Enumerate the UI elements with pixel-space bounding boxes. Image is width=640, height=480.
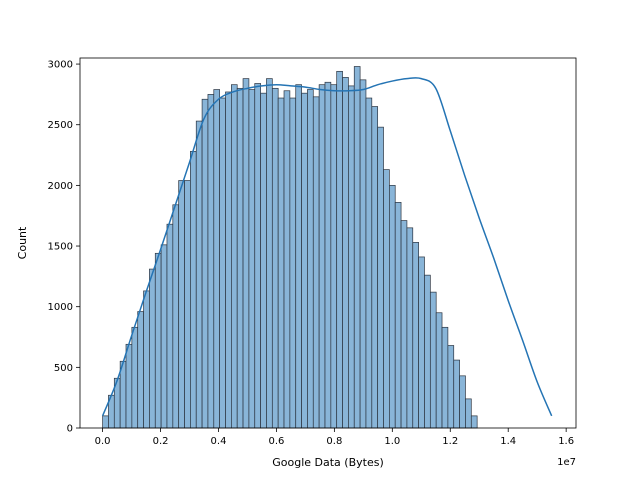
histogram-bar — [184, 180, 191, 429]
histogram-bar — [400, 220, 408, 429]
histogram-bar — [459, 375, 466, 429]
histogram-bar — [342, 77, 349, 429]
histogram-bar — [470, 415, 478, 429]
histogram-bar — [277, 97, 285, 429]
x-tick-label: 0.6 — [268, 436, 284, 447]
y-tick-label: 500 — [54, 363, 73, 374]
histogram-bar — [266, 78, 273, 429]
histogram-bar — [435, 312, 443, 429]
histogram-bar — [213, 89, 220, 429]
y-tick-label: 2000 — [48, 181, 73, 192]
histogram-bar — [418, 256, 425, 429]
histogram-bar — [248, 89, 256, 429]
histogram-bar — [283, 90, 291, 429]
histogram-bar — [289, 97, 297, 429]
histogram-bar — [131, 326, 139, 429]
x-tick-label: 1.6 — [558, 436, 574, 447]
histogram-bar — [201, 98, 209, 429]
x-axis-offset-label: 1e7 — [557, 457, 576, 468]
y-tick-label: 3000 — [48, 60, 73, 71]
histogram-bar — [353, 66, 361, 429]
histogram-bar — [406, 227, 414, 429]
histogram-bar — [312, 96, 320, 429]
histogram-bar — [447, 345, 455, 429]
histogram-bar — [254, 83, 261, 429]
histogram-bar — [166, 223, 174, 429]
x-tick-label: 0.4 — [211, 436, 227, 447]
x-tick-label: 1.2 — [442, 436, 458, 447]
y-tick-label: 1500 — [48, 242, 73, 253]
y-tick-label: 0 — [67, 424, 73, 435]
histogram-bar — [336, 70, 343, 429]
x-axis-label: Google Data (Bytes) — [272, 456, 384, 469]
axes-frame — [79, 57, 577, 429]
histogram-bar — [190, 151, 197, 429]
histogram-bar — [172, 204, 180, 429]
histogram-bar — [260, 92, 267, 429]
histogram-bar — [365, 97, 373, 429]
x-tick-label: 0.2 — [153, 436, 169, 447]
histogram-bar — [160, 244, 168, 429]
histogram-bar — [424, 274, 431, 429]
x-tick-label: 0.8 — [326, 436, 342, 447]
histogram-bar — [453, 359, 460, 429]
y-tick-label: 1000 — [48, 302, 73, 313]
histogram-bar — [441, 326, 449, 429]
histogram-bar — [225, 91, 232, 429]
x-tick-label: 1.4 — [500, 436, 516, 447]
histogram-bar — [412, 242, 419, 429]
histogram-bar — [348, 85, 355, 429]
histogram-bar — [383, 169, 390, 429]
histogram-bar — [178, 180, 185, 429]
histogram-bar — [102, 415, 109, 429]
histogram-bar — [219, 97, 226, 429]
x-tick-label: 1.0 — [384, 436, 400, 447]
y-axis-ticks: 0 500 1000 1500 2000 2500 3000 — [48, 60, 80, 435]
histogram-bar — [149, 268, 156, 429]
histogram-bar — [137, 311, 144, 429]
histogram-bar — [231, 84, 238, 429]
x-tick-label: 0.0 — [95, 436, 111, 447]
histogram-bar — [318, 84, 326, 429]
histogram-bar — [295, 84, 302, 429]
histogram-bar — [195, 120, 203, 429]
histogram-bar — [207, 94, 215, 429]
histogram-bar — [429, 291, 437, 429]
histogram-bar — [271, 87, 279, 429]
histogram-bar — [394, 202, 402, 429]
histogram-bar — [359, 79, 367, 429]
histogram-bar — [465, 398, 472, 429]
histogram-bar — [389, 185, 396, 429]
kde-line — [101, 77, 553, 417]
histogram-bar — [324, 81, 332, 429]
histogram-bar — [154, 252, 162, 429]
histogram-bar — [301, 92, 308, 429]
y-tick-label: 2500 — [48, 120, 73, 131]
histogram-bar — [371, 106, 379, 429]
x-axis-ticks: 0.0 0.2 0.4 0.6 0.8 1.0 1.2 1.4 1.6 — [95, 428, 574, 447]
histogram-bar — [307, 89, 314, 429]
histogram-bar — [377, 126, 384, 429]
y-axis-label: Count — [16, 226, 29, 259]
histogram-bar — [236, 87, 244, 429]
histogram-bar — [125, 343, 133, 429]
histogram-bar — [242, 78, 250, 429]
histogram-bar — [143, 290, 150, 429]
histogram-bar — [330, 84, 338, 429]
